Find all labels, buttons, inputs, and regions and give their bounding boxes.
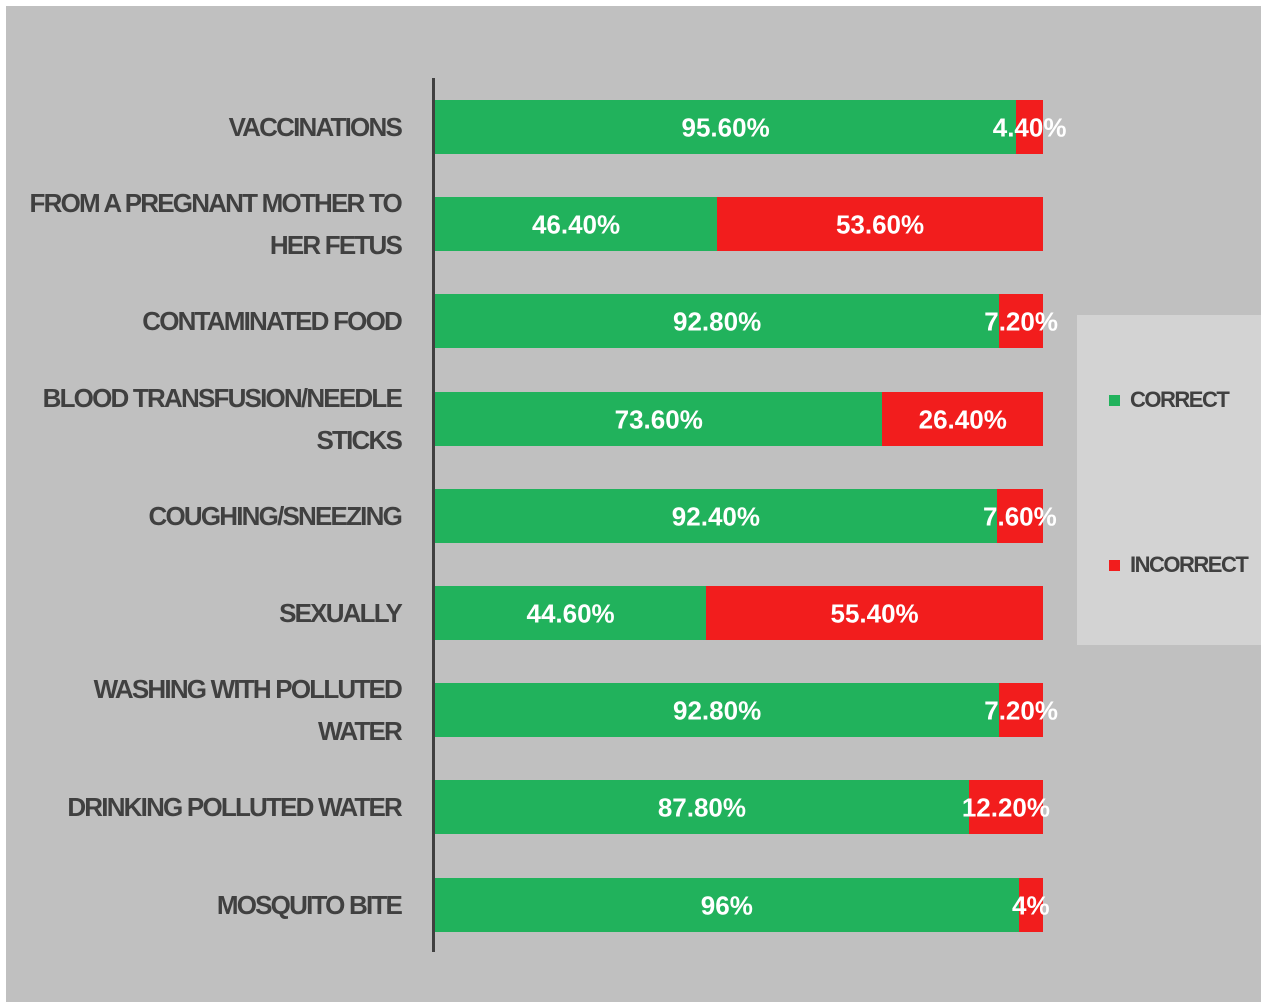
data-label: 7.20% [984,695,1058,726]
category-label: VACCINATIONS [228,112,403,142]
category-label: WASHING WITH POLLUTED WATER [93,674,403,747]
bar-segment [435,780,969,835]
data-label: 73.60% [614,404,703,435]
bar-segment [435,683,1000,738]
bar-segment [1016,100,1043,154]
bar-segment [435,294,1000,349]
legend-swatch [1109,559,1120,571]
category-label: FROM A PREGNANT MOTHER TO HER FETUS [29,188,403,261]
bar-segment [435,391,883,446]
data-label: 4.40% [992,112,1067,143]
bar-segment [706,586,1043,640]
bar-segment [435,586,707,640]
bar-segment [1018,877,1043,932]
category-label: MOSQUITO BITE [216,889,403,920]
legend-label: INCORRECT [1130,552,1249,577]
data-label: 92.80% [673,306,762,337]
chart: CORRECT INCORRECT VACCINATIONS 95.60% 4.40%… [6,6,1261,1002]
legend-swatch [1109,394,1120,406]
data-label: 46.40% [531,209,621,240]
data-label: 53.60% [835,209,925,240]
bar-segment [435,488,997,543]
bar-segment [435,197,718,252]
category-axis [432,78,435,952]
data-label: 87.80% [657,792,746,823]
data-label: 92.40% [671,501,760,532]
bar-segment [435,100,1017,154]
bar-segment [882,391,1043,446]
data-label: 7.60% [983,501,1057,532]
legend-label: CORRECT [1130,387,1230,412]
data-label: 26.40% [918,404,1007,435]
data-label: 55.40% [830,598,919,629]
bar-segment [999,294,1043,349]
category-label: SEXUALLY [279,598,403,628]
category-label: CONTAMINATED FOOD [142,306,403,337]
data-label: 95.60% [681,112,770,143]
category-label: DRINKING POLLUTED WATER [67,792,402,823]
data-label: 96% [700,890,753,921]
category-label: BLOOD TRANSFUSION/NEEDLE STICKS [42,382,403,455]
bar-segment [996,488,1043,543]
data-label: 7.20% [984,306,1058,337]
bar-segment [968,780,1043,835]
legend: CORRECT INCORRECT [1077,315,1261,645]
legend-item: CORRECT [1109,387,1230,413]
data-label: 12.20% [961,792,1050,823]
bar-segment [999,683,1043,738]
category-label: COUGHING/SNEEZING [148,500,402,531]
data-label: 92.80% [673,695,762,726]
bar-segment [717,197,1043,252]
data-label: 4% [1012,890,1050,921]
legend-item: INCORRECT [1109,552,1249,578]
bar-segment [435,877,1019,932]
data-label: 44.60% [526,598,615,629]
